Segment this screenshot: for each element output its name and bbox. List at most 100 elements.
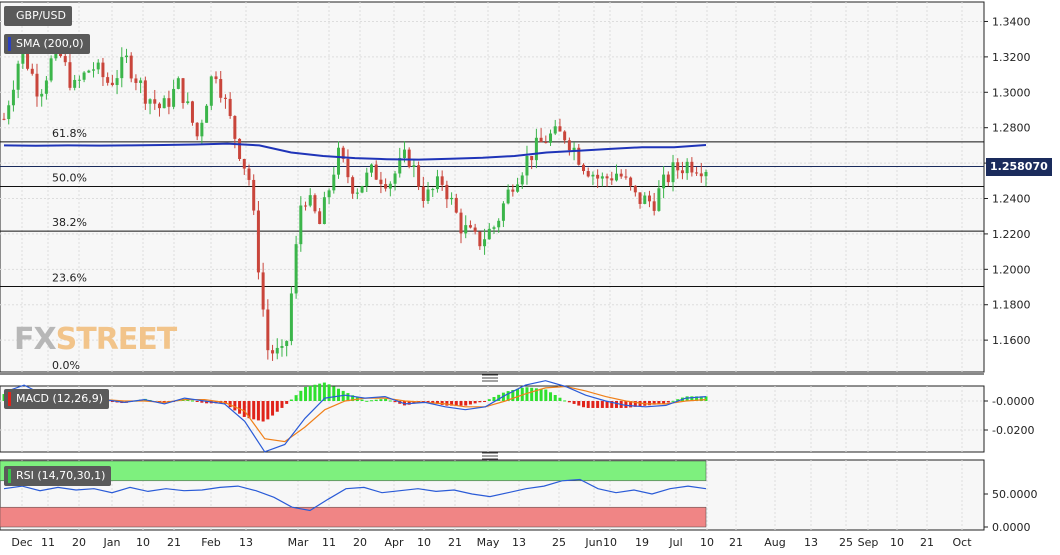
fib-label: 61.8% bbox=[52, 127, 87, 140]
macd-histogram-bar bbox=[337, 388, 341, 401]
macd-swatch bbox=[8, 392, 11, 406]
y-tick-label: 1.1600 bbox=[992, 334, 1031, 347]
macd-histogram-bar bbox=[346, 393, 350, 401]
candle-body bbox=[11, 89, 15, 106]
candle-body bbox=[388, 183, 392, 189]
candle-body bbox=[96, 62, 100, 70]
fib-label: 23.6% bbox=[52, 271, 87, 284]
macd-histogram-bar bbox=[256, 401, 260, 421]
macd-histogram-bar bbox=[591, 401, 595, 408]
panel-resize-handle[interactable] bbox=[482, 452, 498, 460]
rsi-badge[interactable]: RSI (14,70,30,1) bbox=[4, 466, 112, 486]
candle-body bbox=[21, 47, 25, 64]
macd-histogram-bar bbox=[652, 401, 656, 405]
candle-body bbox=[638, 192, 642, 204]
macd-histogram-bar bbox=[676, 399, 680, 401]
macd-histogram-bar bbox=[454, 401, 458, 406]
candle-body bbox=[629, 177, 633, 186]
candle-body bbox=[610, 178, 614, 181]
macd-histogram-bar bbox=[313, 384, 317, 401]
candle-body bbox=[407, 149, 411, 167]
x-tick-label: 21 bbox=[920, 536, 934, 549]
candle-body bbox=[365, 172, 369, 187]
x-tick-label: Mar bbox=[288, 536, 309, 549]
rsi-series: 50.0000 0.0000 bbox=[0, 460, 1038, 534]
panel-resize-handle[interactable] bbox=[482, 374, 498, 382]
candle-body bbox=[143, 80, 147, 104]
candle-body bbox=[7, 105, 11, 120]
candle-body bbox=[402, 149, 406, 158]
candle-body bbox=[115, 78, 119, 86]
macd-histogram-bar bbox=[685, 396, 689, 401]
candle-body bbox=[190, 101, 194, 123]
candle-body bbox=[695, 172, 699, 174]
x-tick-label: 11 bbox=[41, 536, 55, 549]
candle-body bbox=[544, 142, 548, 144]
macd-histogram-bar bbox=[242, 401, 246, 417]
candle-body bbox=[431, 189, 435, 191]
candle-body bbox=[40, 93, 44, 97]
macd-histogram-bar bbox=[228, 401, 232, 408]
macd-histogram-bar bbox=[534, 388, 538, 401]
candle-body bbox=[167, 98, 171, 107]
candle-body bbox=[247, 168, 251, 180]
candle-body bbox=[506, 189, 510, 204]
x-tick-label: 19 bbox=[635, 536, 649, 549]
candle-body bbox=[671, 162, 675, 183]
macd-histogram-bar bbox=[332, 386, 336, 401]
y-tick-label: 1.2800 bbox=[992, 122, 1031, 135]
candle-body bbox=[596, 174, 600, 179]
macd-histogram-bar bbox=[252, 401, 256, 420]
sma-badge[interactable]: SMA (200,0) bbox=[4, 34, 90, 54]
y-tick-label: 1.3000 bbox=[992, 86, 1031, 99]
candle-body bbox=[600, 176, 604, 179]
candle-body bbox=[450, 197, 454, 200]
x-tick-label: 13 bbox=[239, 536, 253, 549]
macd-histogram-bar bbox=[304, 386, 308, 401]
fib-label: 38.2% bbox=[52, 216, 87, 229]
candle-body bbox=[63, 56, 67, 63]
macd-histogram-bar bbox=[704, 396, 708, 401]
macd-histogram-bar bbox=[388, 400, 392, 402]
candle-body bbox=[549, 133, 553, 143]
x-tick-label: 10 bbox=[417, 536, 431, 549]
x-tick-label: 21 bbox=[729, 536, 743, 549]
macd-histogram-bar bbox=[190, 400, 194, 402]
candle-body bbox=[525, 155, 529, 176]
macd-tick-label: -0.0200 bbox=[992, 424, 1034, 437]
macd-histogram-bar bbox=[308, 385, 312, 401]
candle-body bbox=[643, 195, 647, 204]
candle-body bbox=[214, 76, 218, 80]
macd-histogram-bar bbox=[431, 401, 435, 403]
macd-histogram-bar bbox=[426, 401, 430, 402]
macd-histogram-bar bbox=[322, 382, 326, 401]
macd-badge[interactable]: MACD (12,26,9) bbox=[4, 389, 110, 409]
candle-body bbox=[186, 101, 190, 104]
candle-body bbox=[92, 69, 96, 71]
macd-histogram-bar bbox=[327, 384, 331, 401]
macd-histogram-bar bbox=[567, 401, 571, 403]
macd-histogram-bar bbox=[294, 395, 298, 401]
candle-body bbox=[379, 179, 383, 185]
x-tick-label: 10 bbox=[700, 536, 714, 549]
macd-histogram-bar bbox=[699, 396, 703, 401]
symbol-badge[interactable]: GBP/USD bbox=[4, 6, 72, 26]
x-tick-label: 20 bbox=[72, 536, 86, 549]
macd-histogram-bar bbox=[671, 400, 675, 402]
macd-histogram-bar bbox=[483, 401, 487, 402]
macd-histogram-bar bbox=[478, 401, 482, 403]
candle-body bbox=[294, 244, 298, 294]
macd-histogram-bar bbox=[657, 401, 661, 405]
macd-histogram-bar bbox=[525, 387, 529, 401]
candle-body bbox=[516, 184, 520, 192]
candle-body bbox=[563, 131, 567, 141]
macd-histogram-bar bbox=[647, 401, 651, 406]
macd-histogram-bar bbox=[407, 401, 411, 405]
candle-body bbox=[252, 179, 256, 211]
fib-label: 0.0% bbox=[52, 359, 80, 372]
candle-body bbox=[464, 225, 468, 234]
macd-histogram-bar bbox=[374, 399, 378, 401]
candle-body bbox=[162, 98, 166, 109]
candle-body bbox=[633, 185, 637, 193]
